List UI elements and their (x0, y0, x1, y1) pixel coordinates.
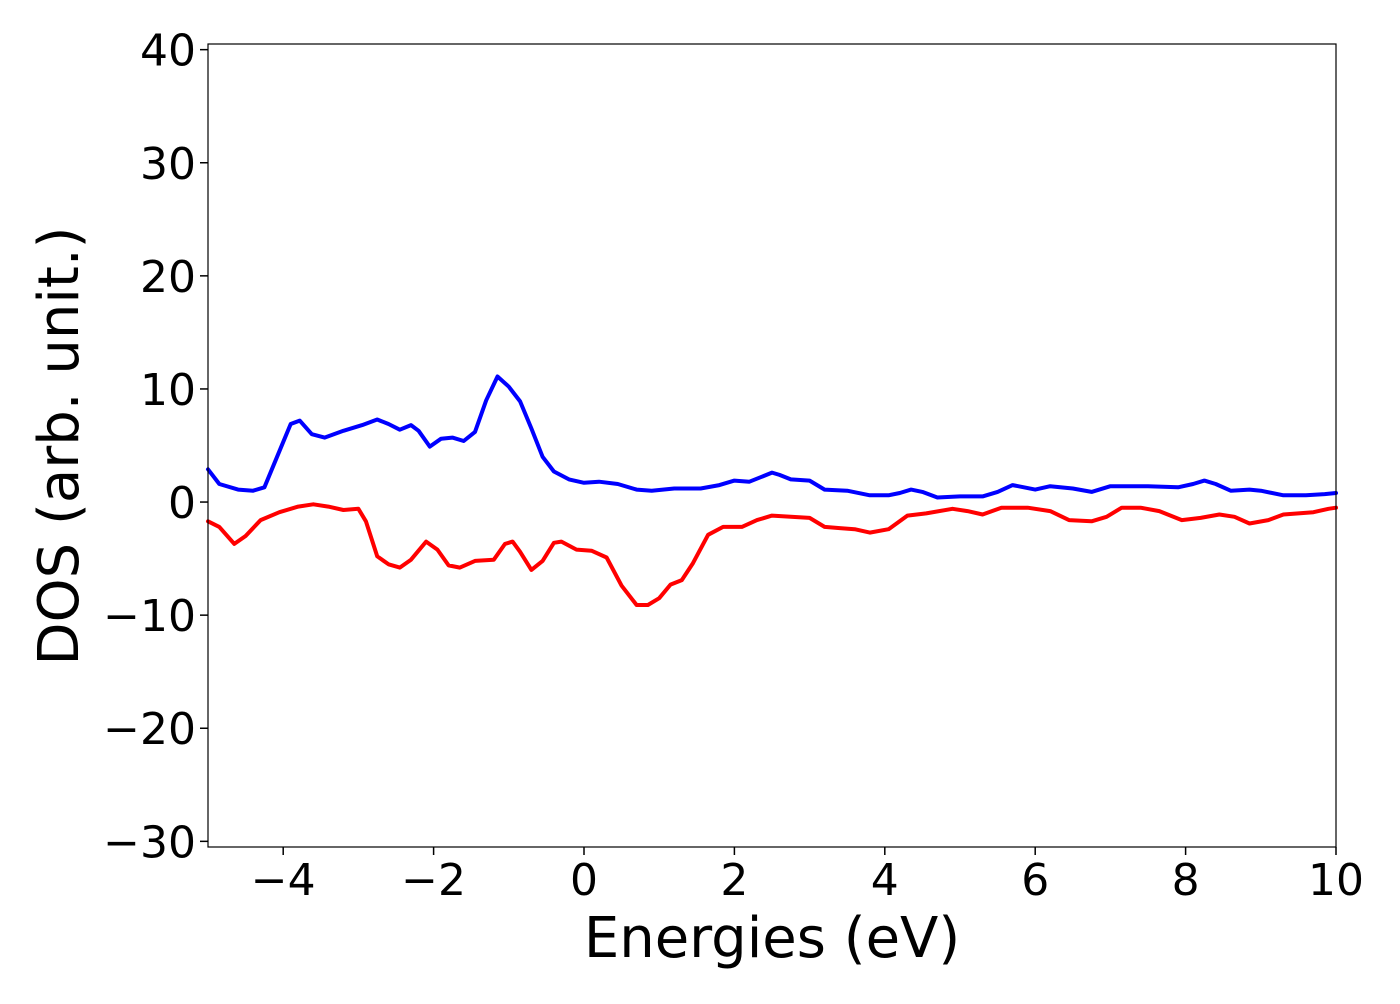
x-axis-label: Energies (eV) (584, 906, 960, 971)
y-axis-label: DOS (arb. unit.) (27, 226, 92, 665)
plot-frame (207, 43, 1337, 848)
series-line-1 (206, 374, 1338, 500)
y-tick-label: 40 (140, 26, 196, 77)
series-line-2 (206, 502, 1338, 607)
y-tick-label: −20 (103, 704, 196, 755)
x-tick-label: −2 (401, 855, 466, 906)
y-tick-label: 0 (168, 478, 196, 529)
y-axis: −30 −20 −10 0 10 20 30 40 (103, 26, 208, 868)
y-tick-label: 30 (140, 139, 196, 190)
x-axis: −4 −2 0 2 4 6 8 10 (251, 847, 1364, 906)
x-tick-label: 0 (570, 855, 598, 906)
y-tick-label: 10 (140, 365, 196, 416)
x-tick-label: 10 (1308, 855, 1364, 906)
x-tick-label: 8 (1172, 855, 1200, 906)
y-tick-label: −30 (103, 817, 196, 868)
x-tick-label: 4 (871, 855, 899, 906)
y-tick-label: 20 (140, 252, 196, 303)
y-tick-label: −10 (103, 591, 196, 642)
x-tick-label: 2 (720, 855, 748, 906)
series-layer (206, 374, 1338, 607)
x-tick-label: 6 (1021, 855, 1049, 906)
x-tick-label: −4 (251, 855, 316, 906)
